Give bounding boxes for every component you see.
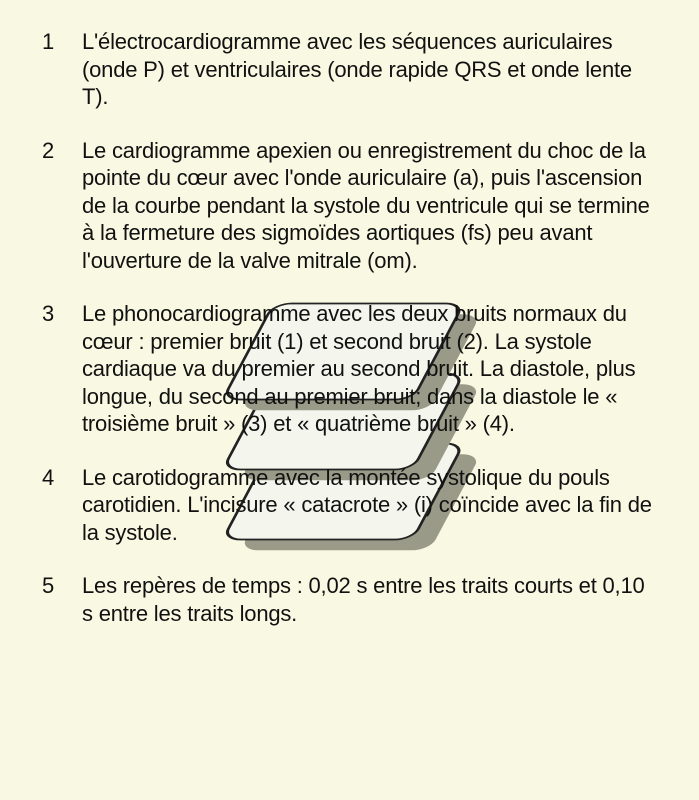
item-number: 2 bbox=[42, 137, 82, 164]
item-number: 1 bbox=[42, 28, 82, 55]
list-item: 3 Le phonocardiogramme avec les deux bru… bbox=[42, 300, 657, 438]
item-text: Le phonocardiogramme avec les deux bruit… bbox=[82, 300, 657, 438]
list-item: 5 Les repères de temps : 0,02 s entre le… bbox=[42, 572, 657, 627]
item-text: L'électrocardiogramme avec les séquences… bbox=[82, 28, 657, 111]
list-item: 1 L'électrocardiogramme avec les séquenc… bbox=[42, 28, 657, 111]
item-number: 4 bbox=[42, 464, 82, 491]
item-number: 3 bbox=[42, 300, 82, 327]
list-item: 2 Le cardiogramme apexien ou enregistrem… bbox=[42, 137, 657, 275]
list-item: 4 Le carotidogramme avec la montée systo… bbox=[42, 464, 657, 547]
item-text: Le cardiogramme apexien ou enregistremen… bbox=[82, 137, 657, 275]
item-number: 5 bbox=[42, 572, 82, 599]
numbered-list: 1 L'électrocardiogramme avec les séquenc… bbox=[0, 0, 699, 800]
item-text: Le carotidogramme avec la montée systoli… bbox=[82, 464, 657, 547]
item-text: Les repères de temps : 0,02 s entre les … bbox=[82, 572, 657, 627]
